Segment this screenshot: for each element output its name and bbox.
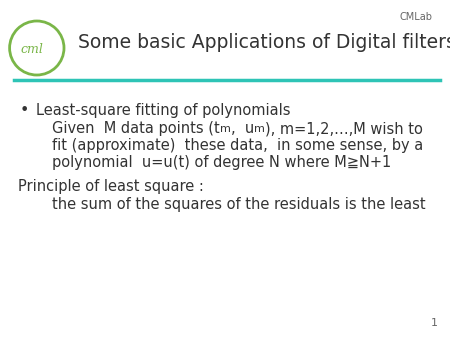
Text: ,  u: , u [230, 121, 254, 136]
Text: CMLab: CMLab [399, 12, 432, 22]
Text: Some basic Applications of Digital filters :: Some basic Applications of Digital filte… [78, 32, 450, 51]
Text: polynomial  u=u(t) of degree N where M≧N+1: polynomial u=u(t) of degree N where M≧N+… [52, 155, 391, 170]
Text: m: m [254, 124, 265, 135]
Text: •: • [20, 103, 29, 118]
Text: Least-square fitting of polynomials: Least-square fitting of polynomials [36, 103, 291, 118]
Text: m: m [220, 124, 230, 135]
Text: fit (approximate)  these data,  in some sense, by a: fit (approximate) these data, in some se… [52, 138, 423, 153]
Text: the sum of the squares of the residuals is the least: the sum of the squares of the residuals … [52, 197, 426, 212]
Text: Given  M data points (t: Given M data points (t [52, 121, 220, 136]
Text: ), m=1,2,…,M wish to: ), m=1,2,…,M wish to [265, 121, 423, 136]
Text: Principle of least square :: Principle of least square : [18, 179, 204, 194]
Text: cml: cml [21, 43, 44, 56]
Text: 1: 1 [431, 318, 438, 328]
